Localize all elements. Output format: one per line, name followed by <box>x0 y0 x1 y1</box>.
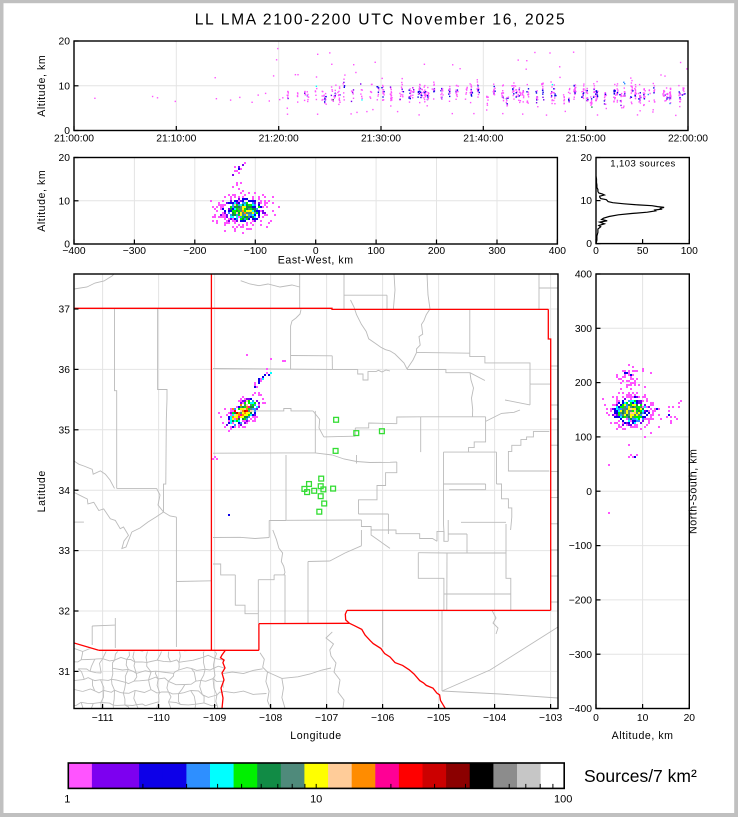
svg-text:−100: −100 <box>569 541 592 552</box>
svg-text:0: 0 <box>593 246 599 257</box>
svg-text:400: 400 <box>575 270 592 281</box>
svg-text:50: 50 <box>637 246 649 257</box>
svg-text:32: 32 <box>59 607 71 618</box>
svg-text:21:20:00: 21:20:00 <box>259 134 299 145</box>
svg-text:North-South, km: North-South, km <box>688 449 700 534</box>
svg-text:−100: −100 <box>244 246 267 257</box>
svg-text:−108: −108 <box>259 713 282 724</box>
svg-text:22:00:00: 22:00:00 <box>668 134 708 145</box>
svg-text:−200: −200 <box>569 596 592 607</box>
svg-text:1,103 sources: 1,103 sources <box>610 159 676 170</box>
svg-text:0: 0 <box>593 713 599 724</box>
svg-text:100: 100 <box>575 433 592 444</box>
svg-text:21:50:00: 21:50:00 <box>566 134 606 145</box>
svg-text:33: 33 <box>59 546 71 557</box>
svg-text:0: 0 <box>64 240 70 251</box>
svg-text:−400: −400 <box>569 704 592 715</box>
svg-text:−400: −400 <box>62 246 85 257</box>
svg-text:Altitude, km: Altitude, km <box>612 730 674 742</box>
svg-text:East-West, km: East-West, km <box>278 254 354 266</box>
svg-text:10: 10 <box>59 196 71 207</box>
svg-text:−109: −109 <box>203 713 226 724</box>
svg-text:36: 36 <box>59 365 71 376</box>
svg-text:−200: −200 <box>183 246 206 257</box>
svg-text:Sources/7 km²: Sources/7 km² <box>584 766 697 786</box>
svg-text:−107: −107 <box>315 713 338 724</box>
svg-text:0: 0 <box>586 239 592 250</box>
svg-text:400: 400 <box>549 246 566 257</box>
svg-text:Longitude: Longitude <box>290 730 342 742</box>
svg-text:−106: −106 <box>371 713 394 724</box>
svg-text:0: 0 <box>586 487 592 498</box>
svg-text:1: 1 <box>64 794 70 806</box>
svg-text:20: 20 <box>684 713 696 724</box>
svg-text:10: 10 <box>59 81 71 92</box>
svg-text:200: 200 <box>575 378 592 389</box>
svg-text:300: 300 <box>488 246 505 257</box>
svg-text:−105: −105 <box>427 713 450 724</box>
svg-text:21:10:00: 21:10:00 <box>156 134 196 145</box>
svg-text:0: 0 <box>64 126 70 137</box>
svg-text:35: 35 <box>59 425 71 436</box>
svg-text:37: 37 <box>59 305 71 316</box>
svg-text:10: 10 <box>310 794 322 806</box>
svg-text:20: 20 <box>59 153 71 164</box>
svg-text:300: 300 <box>575 324 592 335</box>
svg-text:21:30:00: 21:30:00 <box>361 134 401 145</box>
svg-text:100: 100 <box>368 246 385 257</box>
svg-text:−104: −104 <box>483 713 506 724</box>
svg-text:−111: −111 <box>92 713 114 724</box>
svg-text:Altitude, km: Altitude, km <box>36 55 48 117</box>
svg-text:−110: −110 <box>147 713 170 724</box>
svg-text:LL LMA 2100-2200 UTC November: LL LMA 2100-2200 UTC November 16, 2025 <box>195 12 567 29</box>
svg-text:−300: −300 <box>123 246 146 257</box>
svg-text:31: 31 <box>59 667 71 678</box>
svg-text:10: 10 <box>581 196 593 207</box>
svg-text:−103: −103 <box>539 713 562 724</box>
svg-text:−300: −300 <box>569 650 592 661</box>
svg-text:100: 100 <box>554 794 572 806</box>
svg-text:20: 20 <box>581 153 593 164</box>
svg-text:Latitude: Latitude <box>36 470 48 512</box>
svg-text:200: 200 <box>428 246 445 257</box>
svg-text:10: 10 <box>637 713 649 724</box>
svg-text:21:40:00: 21:40:00 <box>463 134 503 145</box>
svg-text:0: 0 <box>313 246 319 257</box>
svg-text:20: 20 <box>59 37 71 48</box>
svg-text:34: 34 <box>59 486 71 497</box>
svg-text:21:00:00: 21:00:00 <box>54 134 94 145</box>
svg-text:Altitude, km: Altitude, km <box>36 170 48 232</box>
svg-text:100: 100 <box>681 246 698 257</box>
